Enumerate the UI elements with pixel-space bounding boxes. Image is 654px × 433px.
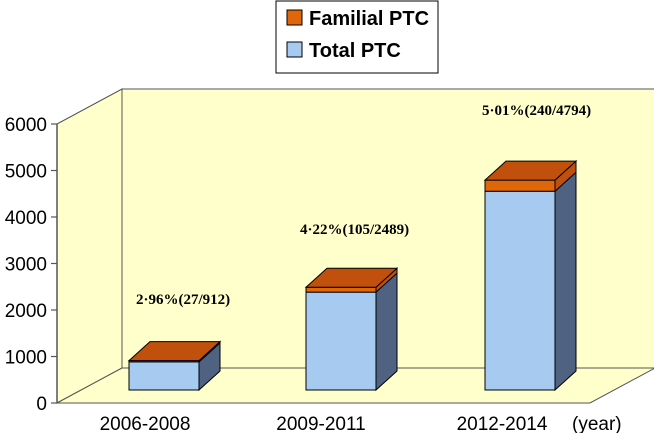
legend-swatch	[286, 9, 303, 26]
x-axis: 2006-2008 2009-2011 2012-2014	[100, 414, 548, 433]
y-tick-label: 1000	[5, 348, 47, 369]
x-category-label: 2006-2008	[100, 414, 191, 433]
legend-label: Familial PTC	[309, 8, 429, 30]
data-label: 4·22%(105/2489)	[300, 222, 409, 238]
total-ptc-bar-side	[375, 272, 398, 392]
legend-label: Total PTC	[309, 40, 401, 62]
legend: Familial PTC Total PTC	[275, 0, 439, 74]
familial-ptc-bar	[484, 179, 556, 192]
bar-group	[483, 159, 578, 392]
bar-top	[304, 267, 399, 288]
y-tick-label: 5000	[5, 162, 47, 183]
familial-ptc-bar	[305, 286, 377, 293]
bar-group	[304, 267, 399, 392]
y-tick-label: 0	[36, 394, 47, 415]
x-unit-label: (year)	[572, 414, 622, 433]
total-ptc-bar-side	[554, 171, 577, 392]
legend-swatch	[286, 41, 303, 58]
x-category-label: 2009-2011	[276, 414, 365, 433]
y-axis: 0 1000 2000 3000 4000 5000 6000	[5, 115, 58, 415]
y-tick-label: 2000	[5, 301, 47, 322]
y-tick-label: 4000	[5, 208, 47, 229]
side-wall	[56, 88, 123, 404]
total-ptc-bar	[305, 291, 377, 391]
bar-group	[127, 340, 222, 392]
y-tick-label: 3000	[5, 255, 47, 276]
data-label: 2·96%(27/912)	[136, 292, 230, 308]
total-ptc-bar	[484, 190, 556, 391]
data-label: 5·01%(240/4794)	[482, 103, 591, 119]
bar-top	[127, 341, 222, 362]
x-category-label: 2012-2014	[457, 414, 548, 433]
total-ptc-bar	[128, 361, 200, 391]
bars	[127, 159, 578, 392]
y-tick-label: 6000	[5, 115, 47, 136]
data-labels: 2·96%(27/912) 4·22%(105/2489) 5·01%(240/47…	[136, 103, 591, 308]
bar-top	[483, 160, 578, 181]
legend-box	[275, 0, 439, 74]
